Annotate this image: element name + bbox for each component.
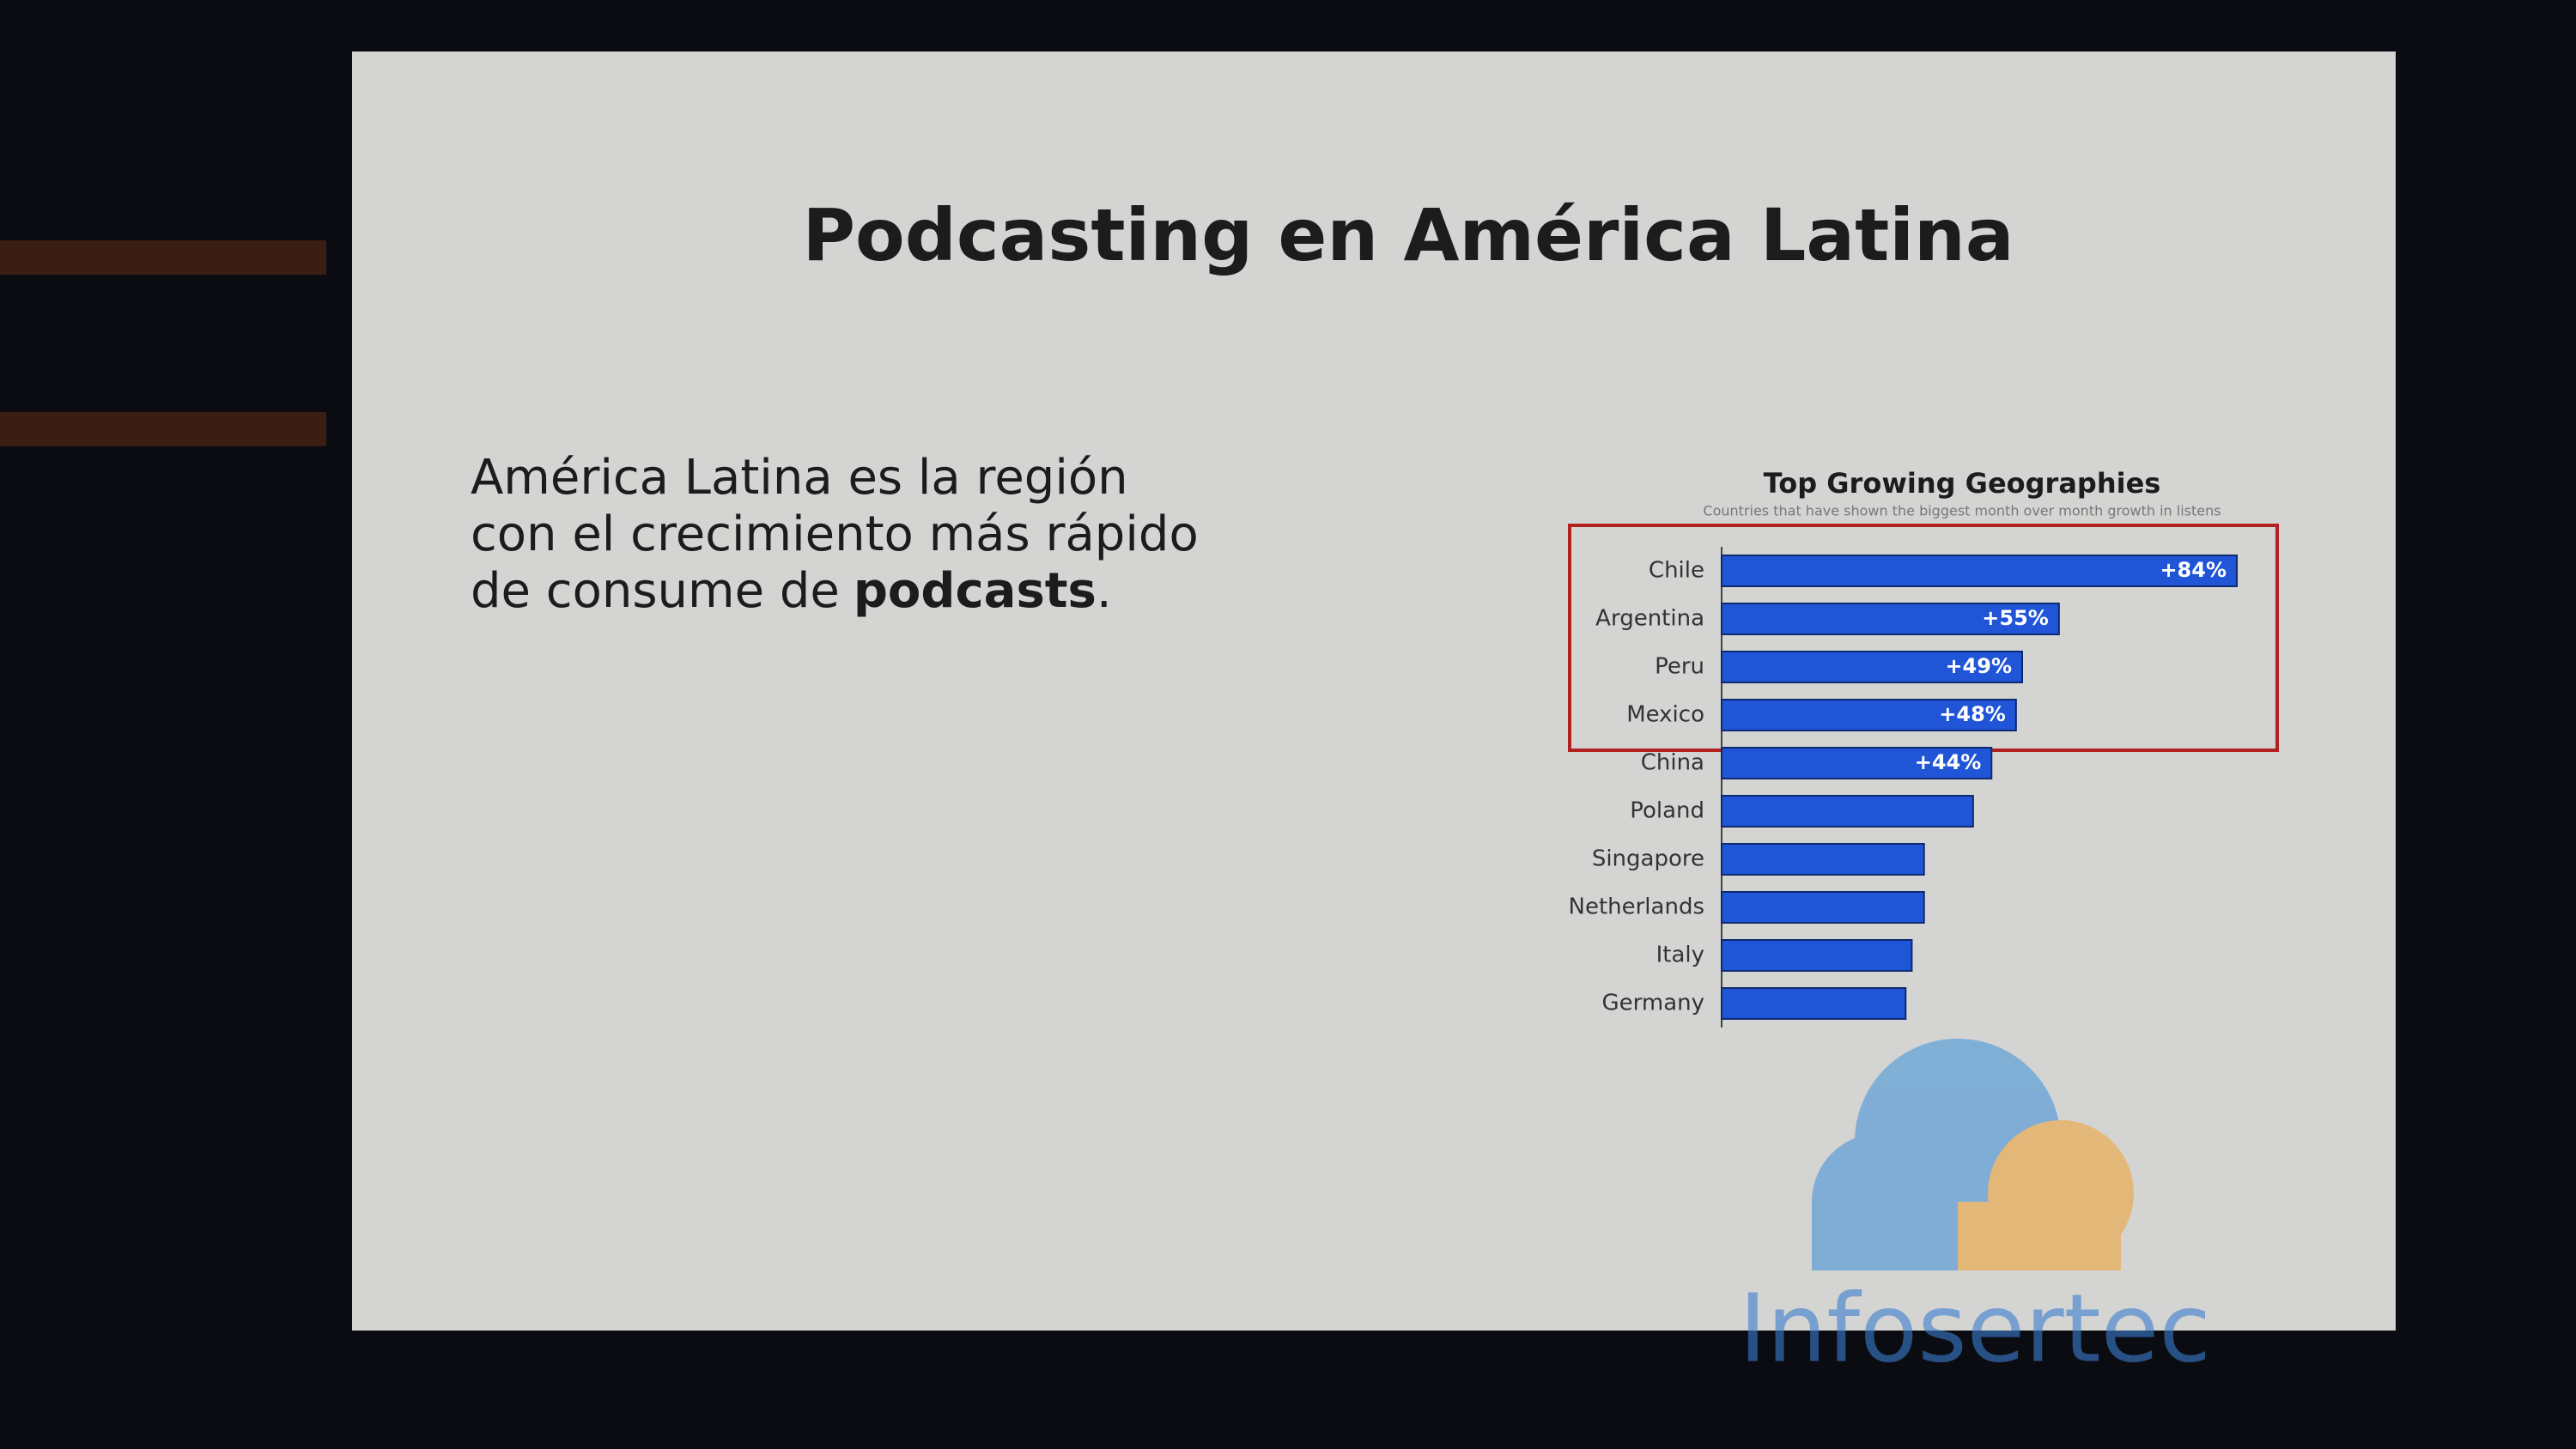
wall-light	[0, 240, 326, 275]
bar	[1721, 843, 1925, 876]
category-label: Singapore	[1592, 846, 1704, 872]
body-line: América Latina es la región	[471, 450, 1128, 506]
watermark-logo	[1812, 1039, 2134, 1270]
chart-title: Top Growing Geographies	[1764, 467, 2161, 500]
value-label: +44%	[1915, 750, 1982, 774]
bar	[1721, 555, 2238, 587]
bar	[1721, 699, 2017, 731]
body-line: de consume de	[471, 563, 840, 619]
value-label: +48%	[1939, 702, 2006, 726]
category-label: Mexico	[1626, 702, 1704, 728]
wall-light	[0, 412, 326, 446]
watermark: Infosertec	[1739, 1273, 2211, 1383]
category-label: Chile	[1649, 558, 1704, 584]
slide-body: América Latina es la región con el crecim…	[471, 450, 1199, 619]
body-bold: podcasts	[854, 563, 1097, 619]
category-label: China	[1641, 750, 1704, 776]
category-label: Peru	[1655, 654, 1704, 680]
bar	[1721, 747, 1993, 779]
category-label: Netherlands	[1569, 894, 1705, 920]
category-label: Italy	[1656, 943, 1704, 968]
bar	[1721, 795, 1974, 828]
chart-subtitle: Countries that have shown the biggest mo…	[1703, 503, 2221, 519]
category-label: Argentina	[1595, 606, 1704, 632]
category-label: Poland	[1630, 798, 1704, 824]
body-end: .	[1097, 563, 1112, 619]
bar	[1721, 987, 1907, 1020]
body-line: con el crecimiento más rápido	[471, 506, 1199, 562]
category-label: Germany	[1601, 991, 1704, 1016]
value-label: +49%	[1945, 654, 2012, 678]
value-label: +55%	[1982, 606, 2049, 630]
slide-title: Podcasting en América Latina	[802, 193, 2014, 277]
value-label: +84%	[2160, 558, 2227, 582]
bar	[1721, 651, 2023, 683]
bar	[1721, 939, 1913, 972]
bar	[1721, 891, 1925, 924]
bar	[1721, 603, 2060, 635]
